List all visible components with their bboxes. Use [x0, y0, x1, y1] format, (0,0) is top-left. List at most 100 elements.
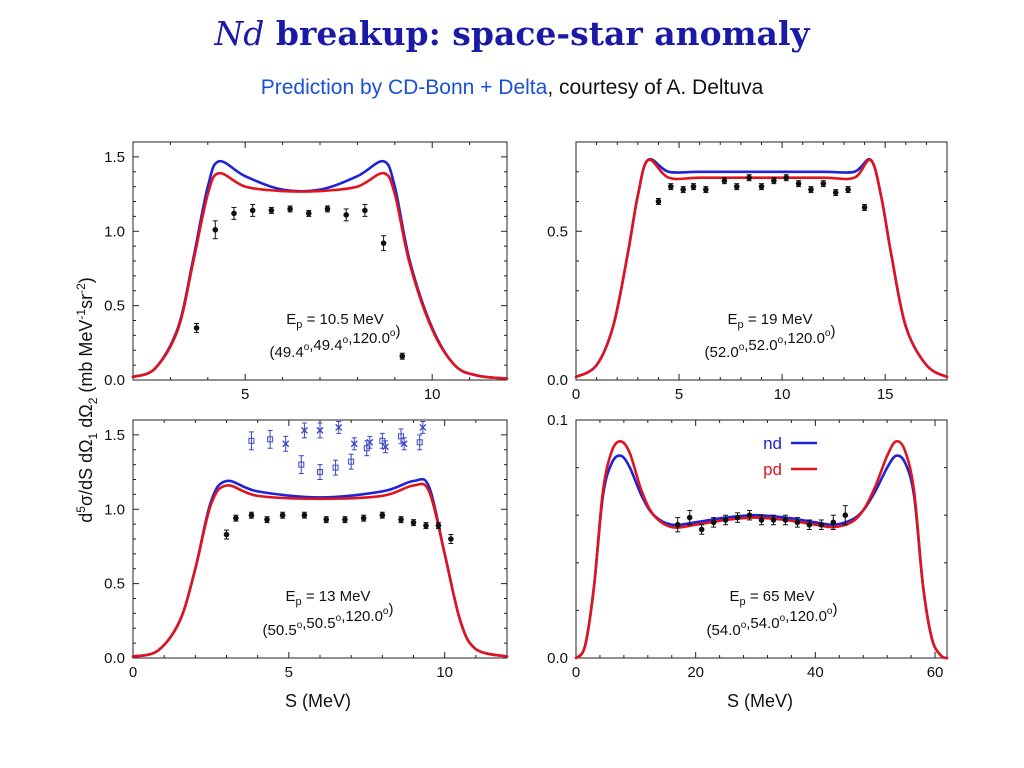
legend-label-nd: nd [763, 434, 782, 453]
data-point [379, 512, 386, 518]
data-point [323, 516, 330, 523]
panel-ep-13: 0 5 10 0.0 0.5 1.0 1.5 Ep = 13 MeV(50.5o,50.5o,… [104, 419, 509, 681]
slide-title: Nd breakup: space-star anomaly [0, 14, 1024, 53]
x-tick-label: 0 [129, 664, 137, 681]
data-point [795, 180, 802, 187]
data-point [770, 517, 777, 523]
data-point [362, 207, 368, 214]
panel-ep-65: 0 20 40 60 0.0 0.1 Ep = 65 MeV(54.0o,54.0o,120… [547, 412, 949, 681]
angle-label: (52.0o,52.0o,120.0o) [705, 323, 836, 361]
data-point [264, 516, 270, 523]
curve-pd [131, 482, 509, 658]
data-point [698, 526, 705, 533]
data-point [231, 210, 237, 217]
data-point [193, 325, 200, 331]
y-tick-label: 0.0 [104, 650, 125, 667]
data-point [832, 189, 839, 196]
extra-point-cross [366, 438, 374, 446]
extra-point-square [416, 439, 423, 446]
subtitle-link: Prediction by CD-Bonn + Delta [260, 76, 548, 99]
y-tick-label: 0.5 [547, 223, 568, 240]
data-point [690, 183, 697, 190]
data-point [830, 519, 837, 526]
extra-point-square [298, 461, 305, 468]
curve-pd [131, 171, 509, 380]
x-tick-label: 5 [675, 386, 683, 403]
data-point [342, 516, 348, 523]
x-tick-label: 20 [687, 664, 704, 681]
data-point [233, 515, 239, 521]
data-point [680, 186, 686, 193]
data-point [655, 198, 662, 205]
panel-ep-10-5: 5 10 0.0 0.5 1.0 1.5 Ep = 10.5 MeV(49.4o,49.4o… [104, 141, 509, 403]
y-axis-label: d5σ/dS dΩ1 dΩ2 (mb MeV-1sr-2) [74, 277, 100, 523]
data-point [733, 183, 740, 190]
x-tick-label: 0 [572, 664, 580, 681]
data-point [722, 517, 729, 523]
data-point [223, 531, 230, 538]
data-point [782, 517, 789, 523]
data-point [343, 212, 349, 218]
data-point [668, 183, 674, 190]
legend-label-pd: pd [763, 460, 782, 479]
data-point [448, 536, 454, 542]
data-point [758, 183, 765, 190]
title-italic: Nd [214, 14, 265, 53]
data-point [324, 206, 331, 212]
extra-point-square [317, 469, 323, 476]
x-tick-label: 15 [877, 386, 894, 403]
x-axis-label-right: S (MeV) [727, 691, 793, 711]
y-tick-label: 0.5 [104, 576, 125, 593]
x-tick-label: 5 [241, 386, 249, 403]
energy-label: Ep = 19 MeV [728, 311, 813, 331]
data-point [710, 519, 717, 526]
extra-point-square [267, 436, 274, 443]
data-point [279, 512, 286, 518]
data-point [808, 186, 814, 193]
x-tick-label: 10 [436, 664, 453, 681]
plot-frame [575, 419, 948, 659]
title-rest: breakup: space-star anomaly [264, 14, 810, 53]
data-point [686, 514, 693, 521]
panel-ep-19: 0 5 10 15 0.0 0.5 Ep = 19 MeV(52.0o,52.0o,120.… [547, 141, 949, 403]
data-point [818, 521, 825, 528]
data-point [806, 521, 813, 528]
energy-label: Ep = 65 MeV [730, 588, 815, 608]
data-point [410, 519, 417, 526]
extra-point-cross [316, 426, 324, 434]
angle-label: (54.0o,54.0o,120.0o) [707, 601, 838, 639]
y-tick-label: 0.0 [547, 372, 568, 389]
subtitle-rest: , courtesy of A. Deltuva [547, 76, 764, 99]
extra-point-cross [350, 440, 358, 448]
legend: nd pd [763, 434, 817, 479]
data-point [703, 186, 709, 193]
extra-point-square [398, 433, 405, 440]
y-tick-label: 0.1 [547, 412, 568, 429]
data-point [399, 353, 406, 360]
extra-point-square [348, 458, 355, 465]
energy-label: Ep = 10.5 MeV [286, 311, 383, 331]
curve-pd [574, 158, 949, 379]
x-tick-label: 60 [927, 664, 944, 681]
y-tick-label: 1.5 [104, 149, 125, 166]
y-tick-label: 0.5 [104, 298, 125, 315]
data-point [301, 512, 308, 518]
extra-point-cross [300, 426, 308, 434]
data-point [249, 207, 256, 214]
data-point [746, 174, 752, 181]
data-point [845, 186, 851, 193]
x-axis-label-left: S (MeV) [285, 691, 351, 711]
data-point [861, 204, 868, 211]
extra-point-cross [282, 440, 290, 448]
x-tick-label: 40 [807, 664, 824, 681]
data-point [758, 517, 765, 523]
data-point [380, 240, 387, 246]
data-point [398, 516, 404, 523]
y-tick-label: 1.0 [104, 223, 125, 240]
data-point [674, 521, 681, 528]
x-tick-label: 5 [285, 664, 293, 681]
extra-point-cross [381, 443, 389, 451]
y-tick-label: 0.0 [104, 372, 125, 389]
slide-subtitle: Prediction by CD-Bonn + Delta, courtesy … [0, 76, 1024, 100]
